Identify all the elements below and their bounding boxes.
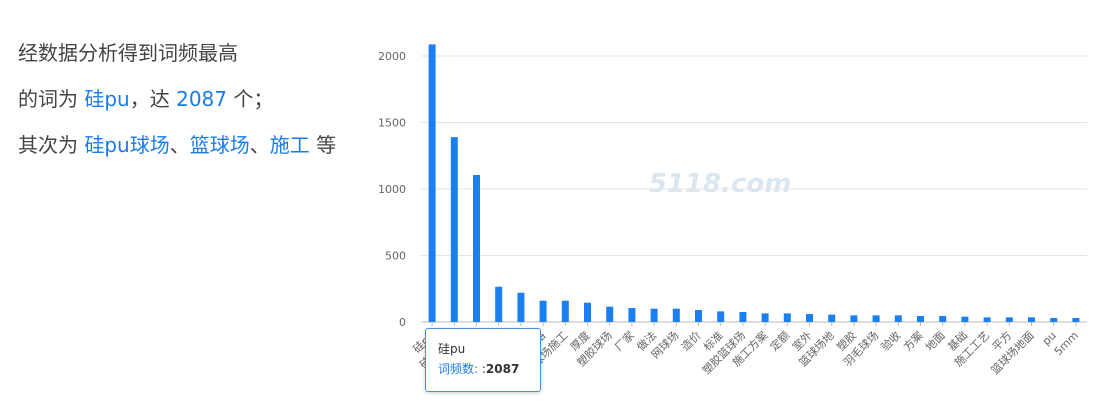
y-tick-label: 500 xyxy=(385,250,406,263)
bar xyxy=(894,315,902,322)
bar xyxy=(872,315,880,322)
summary-text: 其次为 xyxy=(18,133,78,157)
summary: 经数据分析得到词频最高 的词为 硅pu，达 2087 个； 其次为 硅pu球场、… xyxy=(18,30,368,168)
summary-text: 等 xyxy=(316,133,337,157)
summary-text: 经数据分析得到词频最高 xyxy=(18,41,238,65)
bar xyxy=(1050,318,1058,322)
bar xyxy=(584,302,591,322)
bar xyxy=(428,44,436,322)
bar xyxy=(939,316,947,322)
bar xyxy=(450,137,458,322)
keyword: 篮球场 xyxy=(189,133,250,157)
x-tick-label: 地面 xyxy=(923,329,948,354)
bar xyxy=(495,286,503,322)
keyword: 硅pu xyxy=(84,87,130,111)
bar xyxy=(983,317,991,322)
bar xyxy=(561,300,569,322)
x-tick-label: 篮球场地面 xyxy=(988,328,1037,377)
x-tick-label: 验收 xyxy=(878,328,903,353)
bar xyxy=(828,314,836,322)
keyword: 施工 xyxy=(269,133,310,157)
count: 2087 xyxy=(176,87,227,111)
bar xyxy=(517,292,525,322)
bar xyxy=(917,316,924,322)
tooltip: 硅pu 词频数: :2087 xyxy=(425,328,541,392)
y-tick-label: 2000 xyxy=(378,50,406,63)
x-tick-label: 造价 xyxy=(678,328,703,353)
bar xyxy=(761,313,769,322)
bar xyxy=(961,316,969,322)
separator: 、 xyxy=(249,133,270,157)
bar xyxy=(1005,317,1013,322)
bar xyxy=(695,310,702,322)
bar xyxy=(672,308,680,322)
x-tick-label: 5mm xyxy=(1052,329,1081,358)
bar xyxy=(783,313,791,322)
tooltip-title: 硅pu xyxy=(438,342,466,356)
x-tick-label: 厂家 xyxy=(612,328,637,353)
separator: 、 xyxy=(169,133,190,157)
x-tick-label: 方案 xyxy=(900,328,925,353)
bar xyxy=(1028,317,1035,322)
bar xyxy=(650,308,658,322)
bar xyxy=(717,311,725,322)
x-tick-label: 定额 xyxy=(767,328,792,353)
tooltip-series: 词频数: xyxy=(438,362,479,376)
bar xyxy=(473,175,480,322)
bar xyxy=(628,308,636,322)
summary-text: 的词为 xyxy=(18,87,78,111)
tooltip-value: 2087 xyxy=(485,362,520,376)
watermark: 5118.com xyxy=(649,169,792,199)
bar xyxy=(1072,318,1080,322)
bar xyxy=(850,315,858,322)
keyword: 硅pu球场 xyxy=(84,133,170,157)
y-tick-label: 0 xyxy=(399,316,406,329)
bar xyxy=(806,314,813,322)
summary-text: ，达 xyxy=(129,87,170,111)
y-tick-label: 1500 xyxy=(378,117,406,130)
bar xyxy=(606,306,614,322)
y-tick-label: 1000 xyxy=(378,183,406,196)
bar xyxy=(539,300,547,322)
summary-text: 个； xyxy=(233,87,274,111)
bar xyxy=(739,312,747,322)
